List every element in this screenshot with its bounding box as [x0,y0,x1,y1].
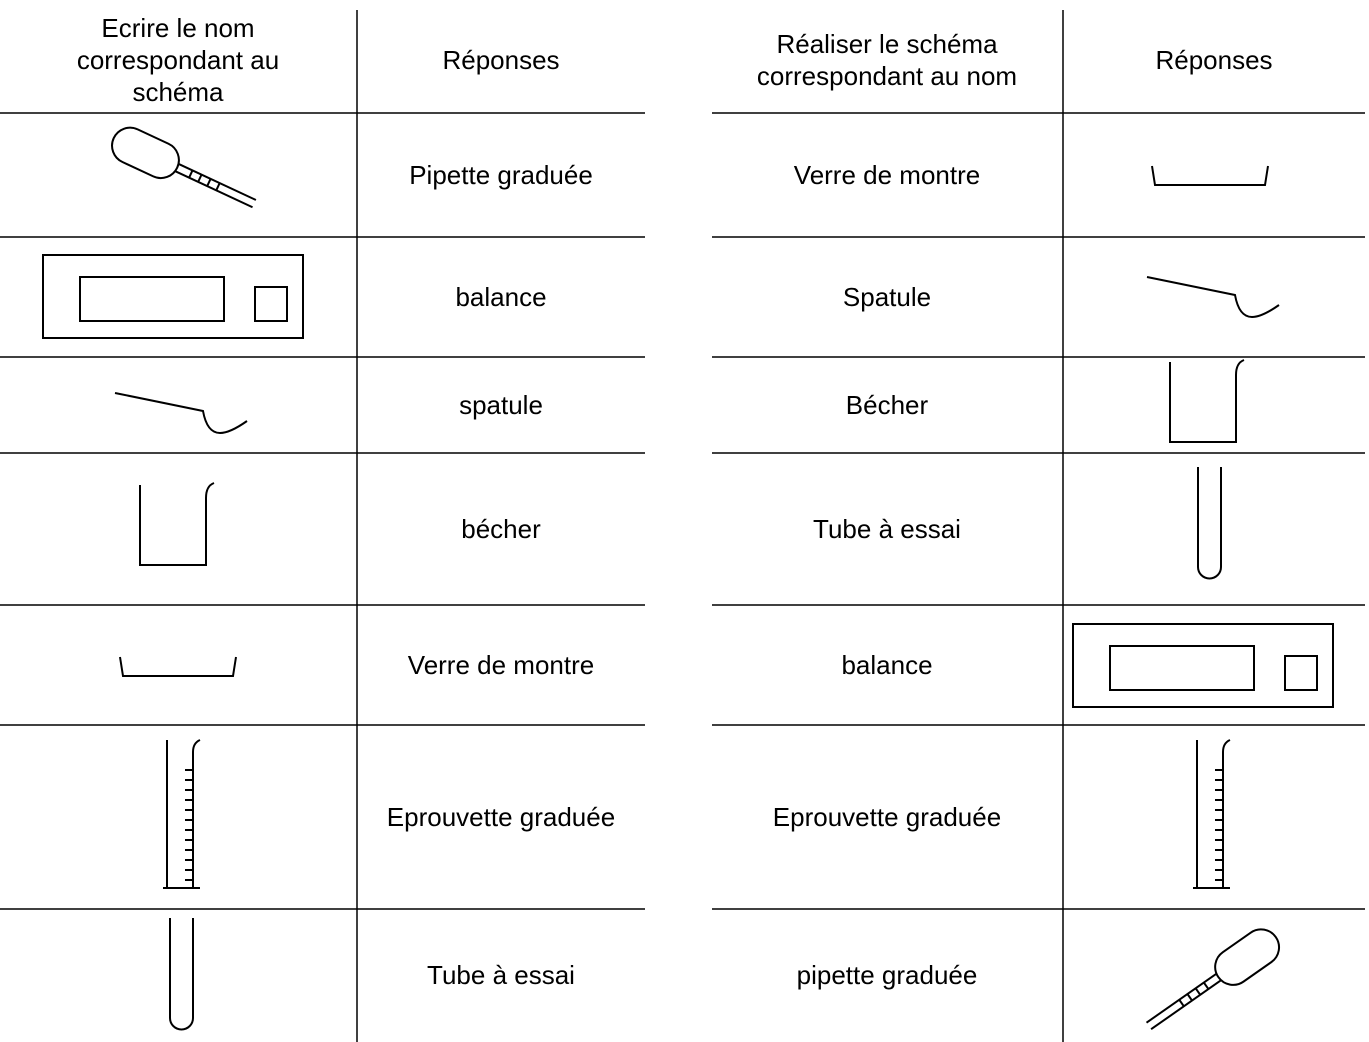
pipette-icon [1137,921,1288,1042]
header-cell: Réponses [1155,45,1273,75]
row-text: Tube à essai [427,960,575,990]
header-cell: Réponses [442,45,560,75]
row-text: Eprouvette graduée [772,802,1002,832]
spatule-icon [1146,276,1280,318]
row-text: Verre de montre [793,160,981,190]
spatule-icon [114,392,248,434]
row-text: Tube à essai [813,514,961,544]
row-text: Eprouvette graduée [386,802,616,832]
header-cell: Réaliser le schéma correspondant au nom [756,29,1018,91]
becher-icon [1169,359,1245,443]
table-lines [0,10,1365,1042]
row-text: Bécher [845,390,929,420]
eprouvette-icon [1192,739,1231,889]
row-text: balance [455,282,547,312]
balance-icon [42,254,304,339]
eprouvette-icon [162,739,201,889]
row-text: Spatule [842,282,932,312]
row-text: bécher [461,514,541,544]
pipette-icon [105,120,263,221]
verre-icon [1151,165,1269,186]
row-text: Pipette graduée [409,160,593,190]
balance-icon [1072,623,1334,708]
tube-icon [1197,466,1222,580]
row-text: spatule [459,390,543,420]
row-text: Verre de montre [407,650,595,680]
becher-icon [139,482,215,566]
header-cell: Ecrire le nom correspondant au schéma [76,13,280,107]
row-text: pipette graduée [796,960,978,990]
row-text: balance [841,650,933,680]
tube-icon [169,917,194,1031]
verre-icon [119,656,237,677]
